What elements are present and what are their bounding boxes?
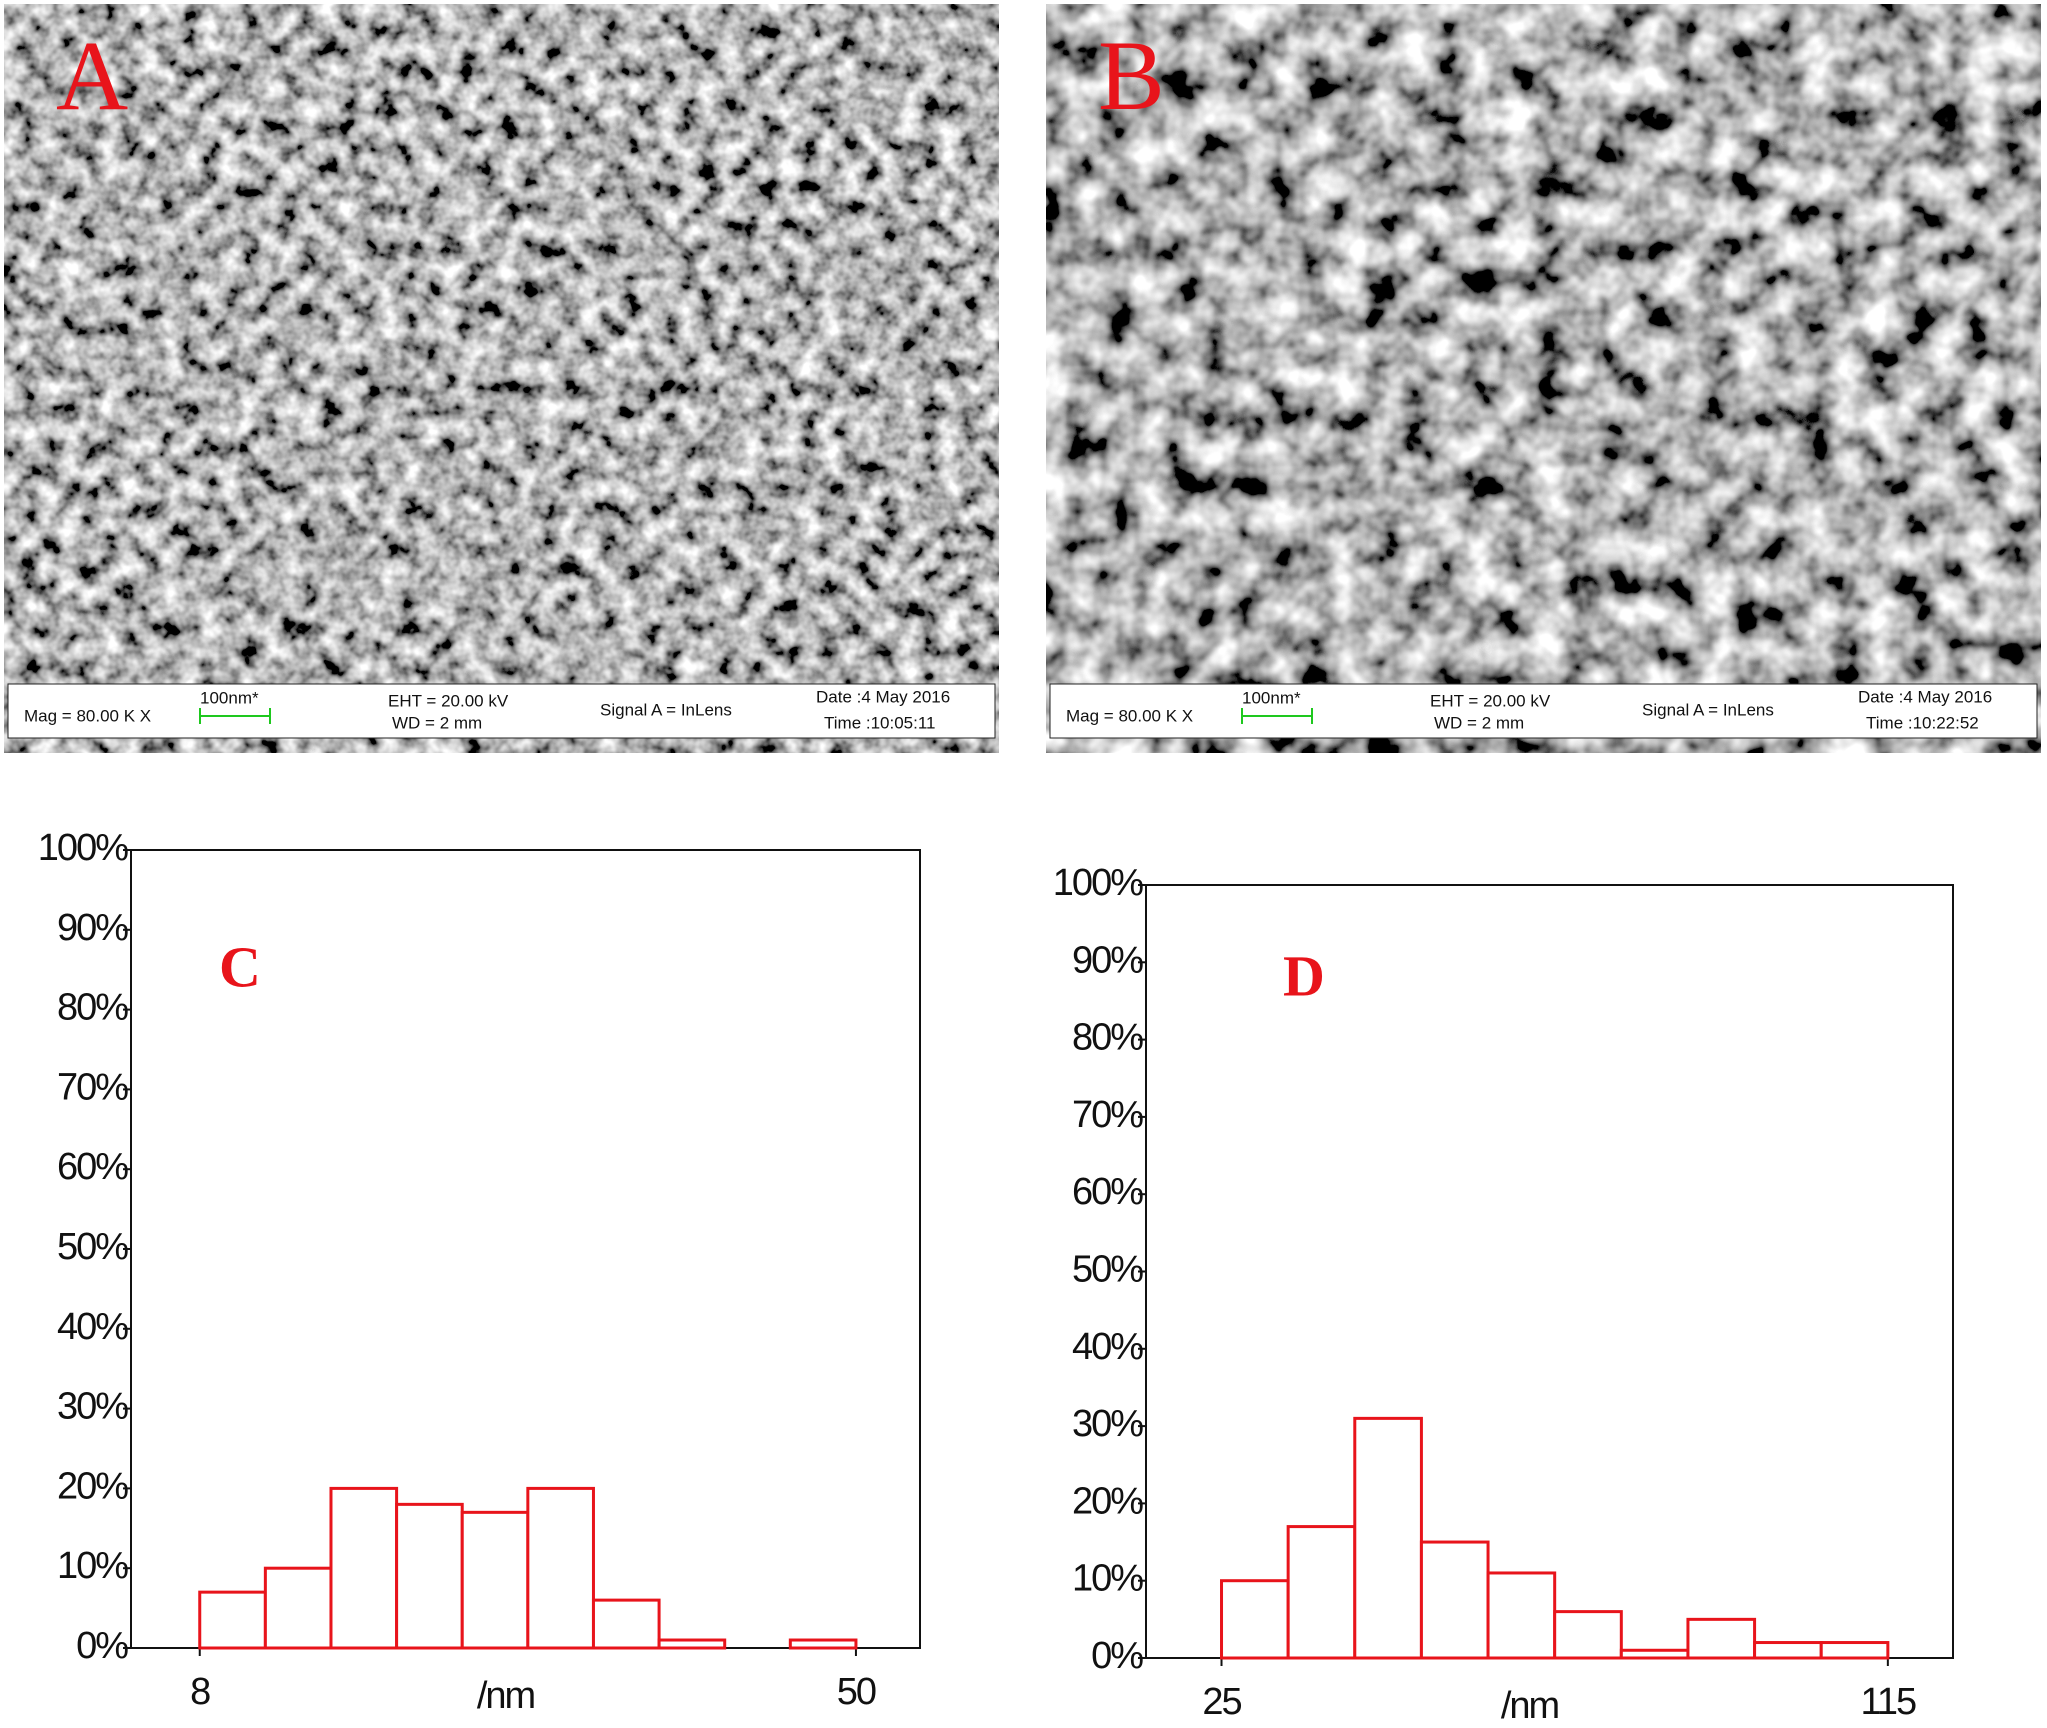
histogram-bar xyxy=(1486,1571,1557,1660)
histogram-bar xyxy=(329,1486,399,1650)
histogram-bar xyxy=(263,1566,333,1650)
y-tick-label: 60% xyxy=(57,1146,128,1188)
histogram-bar xyxy=(1353,1416,1423,1660)
histogram-bar xyxy=(1553,1610,1623,1660)
histogram-bar xyxy=(1286,1525,1357,1660)
y-tick-label: 70% xyxy=(1072,1094,1143,1136)
y-tick-label: 0% xyxy=(1091,1635,1143,1677)
info-eht: EHT = 20.00 kV xyxy=(1430,691,1551,710)
y-tick-label: 100% xyxy=(38,827,128,869)
histogram-bar xyxy=(657,1638,727,1650)
panel-label: C xyxy=(219,934,261,999)
histogram-bar xyxy=(395,1502,464,1650)
histogram-bar xyxy=(1419,1540,1490,1660)
info-time: Time :10:22:52 xyxy=(1866,713,1979,732)
x-tick-label: 8 xyxy=(190,1671,210,1713)
y-tick-label: 100% xyxy=(1053,862,1143,904)
y-tick-label: 60% xyxy=(1072,1171,1143,1213)
histogram-bar xyxy=(460,1510,530,1650)
histogram-bar xyxy=(591,1598,661,1650)
info-mag: Mag = 80.00 K X xyxy=(1066,706,1193,725)
y-tick-label: 80% xyxy=(1072,1017,1143,1059)
histogram-bar xyxy=(1619,1648,1690,1660)
y-tick-label: 30% xyxy=(57,1386,128,1428)
info-signal: Signal A = InLens xyxy=(600,700,732,719)
y-tick-label: 40% xyxy=(57,1306,128,1348)
histogram-bar xyxy=(1819,1641,1890,1660)
histogram-bar xyxy=(788,1638,858,1650)
plot-frame xyxy=(1145,884,1954,1659)
info-scale: 100nm* xyxy=(200,688,259,707)
y-tick-label: 90% xyxy=(1072,939,1143,981)
info-date: Date :4 May 2016 xyxy=(816,687,950,706)
histogram-bar xyxy=(1220,1579,1290,1660)
x-axis-label: /nm xyxy=(1501,1685,1559,1727)
x-tick-label: 115 xyxy=(1861,1681,1916,1723)
panel-label: D xyxy=(1283,943,1325,1008)
panel-label: B xyxy=(1098,20,1165,131)
info-wd: WD = 2 mm xyxy=(392,713,482,732)
y-tick-label: 20% xyxy=(1072,1480,1143,1522)
info-signal: Signal A = InLens xyxy=(1642,700,1774,719)
sem-image xyxy=(4,4,999,753)
y-tick-label: 90% xyxy=(57,907,128,949)
sem-image xyxy=(1046,4,2041,753)
y-tick-label: 40% xyxy=(1072,1326,1143,1368)
y-tick-label: 50% xyxy=(57,1226,128,1268)
info-bar xyxy=(1049,683,2038,739)
y-tick-label: 50% xyxy=(1072,1249,1143,1291)
info-date: Date :4 May 2016 xyxy=(1858,687,1992,706)
y-tick-label: 20% xyxy=(57,1465,128,1507)
y-tick-label: 0% xyxy=(76,1625,128,1667)
y-tick-label: 10% xyxy=(57,1545,128,1587)
info-scale: 100nm* xyxy=(1242,688,1301,707)
info-wd: WD = 2 mm xyxy=(1434,713,1524,732)
y-tick-label: 80% xyxy=(57,987,128,1029)
histogram-bar xyxy=(526,1486,595,1650)
y-tick-label: 10% xyxy=(1072,1558,1143,1600)
histogram-bar xyxy=(1686,1617,1757,1660)
info-eht: EHT = 20.00 kV xyxy=(388,691,509,710)
panel-label: A xyxy=(56,20,128,131)
info-bar xyxy=(7,683,996,739)
x-tick-label: 25 xyxy=(1202,1681,1241,1723)
histogram-bar xyxy=(1753,1641,1823,1660)
y-tick-label: 70% xyxy=(57,1066,128,1108)
x-tick-label: 50 xyxy=(837,1671,876,1713)
info-mag: Mag = 80.00 K X xyxy=(24,706,151,725)
x-axis-label: /nm xyxy=(477,1675,535,1717)
y-tick-label: 30% xyxy=(1072,1403,1143,1445)
histogram-bar xyxy=(198,1590,267,1650)
info-time: Time :10:05:11 xyxy=(824,713,936,732)
